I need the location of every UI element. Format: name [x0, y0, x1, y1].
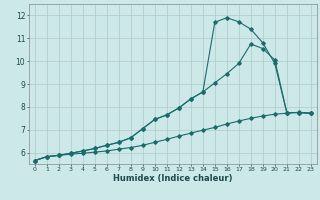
X-axis label: Humidex (Indice chaleur): Humidex (Indice chaleur) — [113, 174, 233, 183]
